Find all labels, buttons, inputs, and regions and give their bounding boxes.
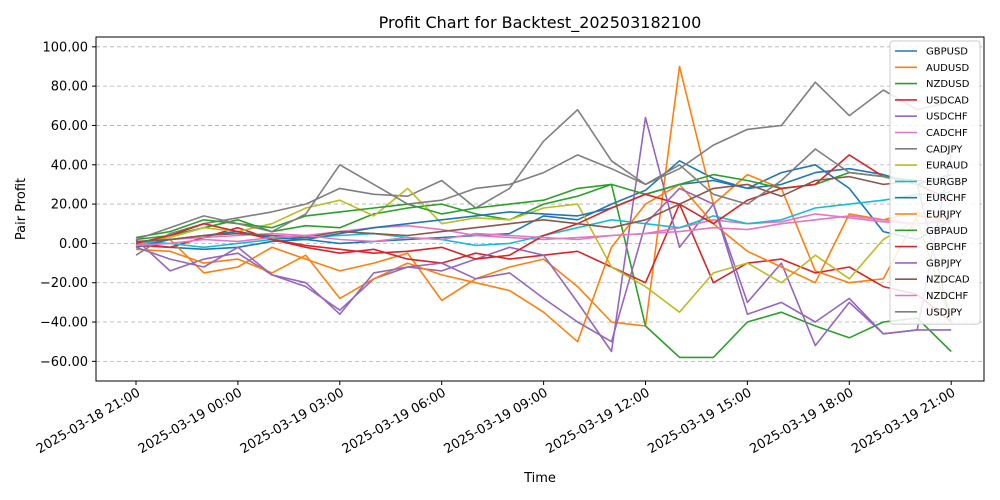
y-tick-label: −20.00: [40, 276, 88, 291]
legend-label: USDCAD: [926, 95, 969, 106]
legend-label: USDCHF: [926, 112, 968, 123]
legend-label: GBPAUD: [926, 226, 968, 237]
legend-box: [889, 40, 981, 325]
legend-label: GBPUSD: [926, 47, 968, 58]
legend-label: CADCHF: [926, 128, 968, 139]
series-line-gbpjpy: [135, 187, 952, 343]
legend-label: NZDCHF: [926, 291, 969, 302]
legend-label: EURAUD: [926, 161, 968, 172]
legend-label: AUDUSD: [926, 63, 970, 74]
y-tick-label: 40.00: [51, 158, 88, 173]
series-line-usdjpy: [135, 148, 952, 323]
legend-label: NZDCAD: [926, 275, 970, 286]
chart-title: Profit Chart for Backtest_202503182100: [379, 13, 702, 33]
y-tick-label: 80.00: [51, 80, 88, 95]
legend-label: GBPCHF: [926, 242, 967, 253]
y-tick-label: 20.00: [51, 198, 88, 213]
series-line-cadjpy: [135, 81, 952, 256]
legend-label: GBPJPY: [926, 258, 962, 269]
y-tick-label: −60.00: [40, 355, 88, 370]
y-tick-label: −40.00: [40, 316, 88, 331]
legend-label: EURJPY: [926, 210, 962, 221]
legend-label: EURGBP: [926, 177, 967, 188]
series-line-gbpchf: [135, 154, 952, 260]
series-line-cadchf: [135, 213, 952, 245]
plot-frame: [95, 36, 985, 382]
series-line-nzdcad: [135, 175, 952, 243]
x-axis-label: Time: [523, 471, 556, 486]
series-layer: [135, 65, 952, 359]
y-axis-label: Pair Profit: [14, 178, 29, 240]
series-line-audusd: [135, 65, 952, 327]
legend-label: USDJPY: [926, 307, 963, 318]
y-tick-label: 100.00: [43, 40, 89, 55]
legend-label: EURCHF: [926, 193, 967, 204]
series-line-euraud: [135, 187, 952, 323]
series-line-nzdchf: [135, 215, 952, 247]
legend-label: CADJPY: [926, 144, 963, 155]
series-line-eurjpy: [135, 183, 952, 343]
legend: GBPUSD AUDUSD NZDUSD USDCAD USDCHF CADCHF CADJ…: [889, 40, 981, 325]
legend-label: NZDUSD: [926, 79, 970, 90]
series-line-gbpusd: [135, 160, 952, 251]
y-tick-label: 60.00: [51, 119, 88, 134]
y-tick-label: 0.00: [59, 237, 88, 252]
